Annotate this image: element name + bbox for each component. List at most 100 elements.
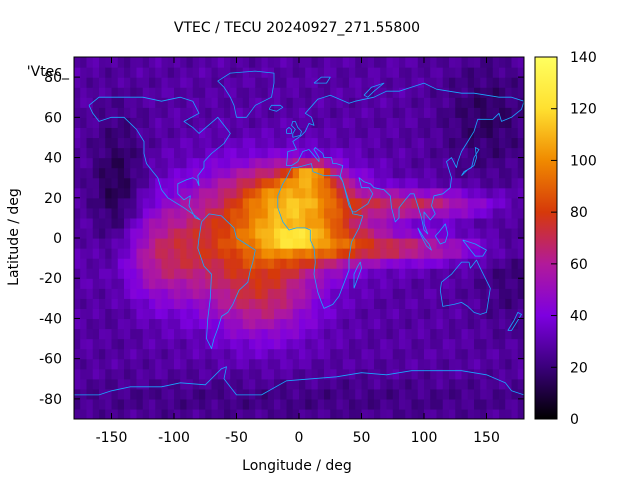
heatmap-cell <box>474 207 481 219</box>
heatmap-cell <box>486 67 494 78</box>
heatmap-cell <box>361 348 369 360</box>
heatmap-cell <box>236 368 244 380</box>
heatmap-cell <box>124 348 131 360</box>
heatmap-cell <box>242 248 250 259</box>
heatmap-cell <box>330 187 338 199</box>
heatmap-cell <box>130 378 138 390</box>
heatmap-cell <box>299 157 306 169</box>
heatmap-cell <box>149 147 156 159</box>
heatmap-cell <box>280 157 288 169</box>
heatmap-cell <box>161 97 169 108</box>
heatmap-cell <box>136 278 144 289</box>
heatmap-cell <box>105 408 113 419</box>
heatmap-cell <box>192 318 200 330</box>
heatmap-cell <box>286 217 294 229</box>
heatmap-cell <box>367 338 375 350</box>
heatmap-cell <box>124 298 131 309</box>
heatmap-cell <box>99 368 106 380</box>
heatmap-cell <box>105 227 113 239</box>
heatmap-cell <box>305 408 313 419</box>
heatmap-cell <box>499 147 506 159</box>
heatmap-cell <box>167 268 175 279</box>
heatmap-cell <box>130 207 138 219</box>
heatmap-cell <box>99 298 106 309</box>
heatmap-cell <box>405 288 413 299</box>
heatmap-cell <box>74 408 81 419</box>
heatmap-cell <box>192 177 200 189</box>
heatmap-cell <box>161 77 169 88</box>
heatmap-cell <box>486 348 494 360</box>
heatmap-cell <box>330 217 338 229</box>
heatmap-cell <box>180 368 188 380</box>
heatmap-cell <box>461 358 469 370</box>
heatmap-cell <box>517 97 524 108</box>
heatmap-cell <box>280 318 288 330</box>
heatmap-cell <box>192 167 200 179</box>
heatmap-cell <box>149 217 156 229</box>
heatmap-cell <box>355 358 363 370</box>
heatmap-cell <box>436 137 444 149</box>
heatmap-cell <box>255 77 263 88</box>
heatmap-cell <box>274 157 281 169</box>
heatmap-cell <box>205 127 213 139</box>
heatmap-cell <box>486 117 494 128</box>
heatmap-cell <box>442 217 450 229</box>
heatmap-cell <box>217 398 225 410</box>
heatmap-cell <box>392 258 400 269</box>
heatmap-cell <box>480 278 488 289</box>
heatmap-cell <box>155 57 163 68</box>
heatmap-cell <box>492 408 500 419</box>
heatmap-cell <box>436 328 444 340</box>
heatmap-cell <box>124 157 131 169</box>
heatmap-cell <box>86 87 94 98</box>
heatmap-cell <box>299 127 306 139</box>
heatmap-cell <box>230 197 238 209</box>
heatmap-cell <box>430 147 438 159</box>
heatmap-cell <box>142 207 150 219</box>
heatmap-cell <box>399 308 406 320</box>
y-tick-label: -80 <box>39 392 62 408</box>
heatmap-cell <box>280 248 288 259</box>
heatmap-cell <box>74 328 81 340</box>
heatmap-cell <box>399 288 406 299</box>
heatmap-cell <box>86 107 94 118</box>
heatmap-cell <box>142 408 150 419</box>
heatmap-cell <box>286 127 294 139</box>
heatmap-cell <box>505 127 513 139</box>
heatmap-cell <box>417 318 425 330</box>
heatmap-cell <box>136 57 144 68</box>
heatmap-cell <box>411 147 419 159</box>
heatmap-cell <box>317 67 325 78</box>
heatmap-cell <box>455 408 463 419</box>
heatmap-cell <box>374 217 381 229</box>
heatmap-cell <box>180 137 188 149</box>
heatmap-cell <box>430 278 438 289</box>
heatmap-cell <box>430 57 438 68</box>
heatmap-cell <box>417 157 425 169</box>
heatmap-cell <box>499 87 506 98</box>
heatmap-cell <box>236 358 244 370</box>
heatmap-cell <box>105 107 113 118</box>
heatmap-cell <box>267 177 275 189</box>
heatmap-cell <box>211 398 219 410</box>
heatmap-cell <box>361 87 369 98</box>
heatmap-cell <box>74 238 81 249</box>
heatmap-cell <box>230 298 238 309</box>
heatmap-cell <box>305 348 313 360</box>
heatmap-cell <box>274 368 281 380</box>
heatmap-cell <box>255 147 263 159</box>
heatmap-cell <box>317 308 325 320</box>
heatmap-cell <box>499 177 506 189</box>
heatmap-cell <box>492 187 500 199</box>
heatmap-cell <box>342 157 350 169</box>
heatmap-cell <box>80 77 88 88</box>
heatmap-cell <box>161 167 169 179</box>
heatmap-cell <box>161 408 169 419</box>
heatmap-cell <box>392 308 400 320</box>
heatmap-cell <box>180 318 188 330</box>
heatmap-cell <box>80 368 88 380</box>
heatmap-cell <box>405 177 413 189</box>
heatmap-cell <box>124 97 131 108</box>
heatmap-cell <box>367 388 375 400</box>
heatmap-cell <box>174 117 181 128</box>
